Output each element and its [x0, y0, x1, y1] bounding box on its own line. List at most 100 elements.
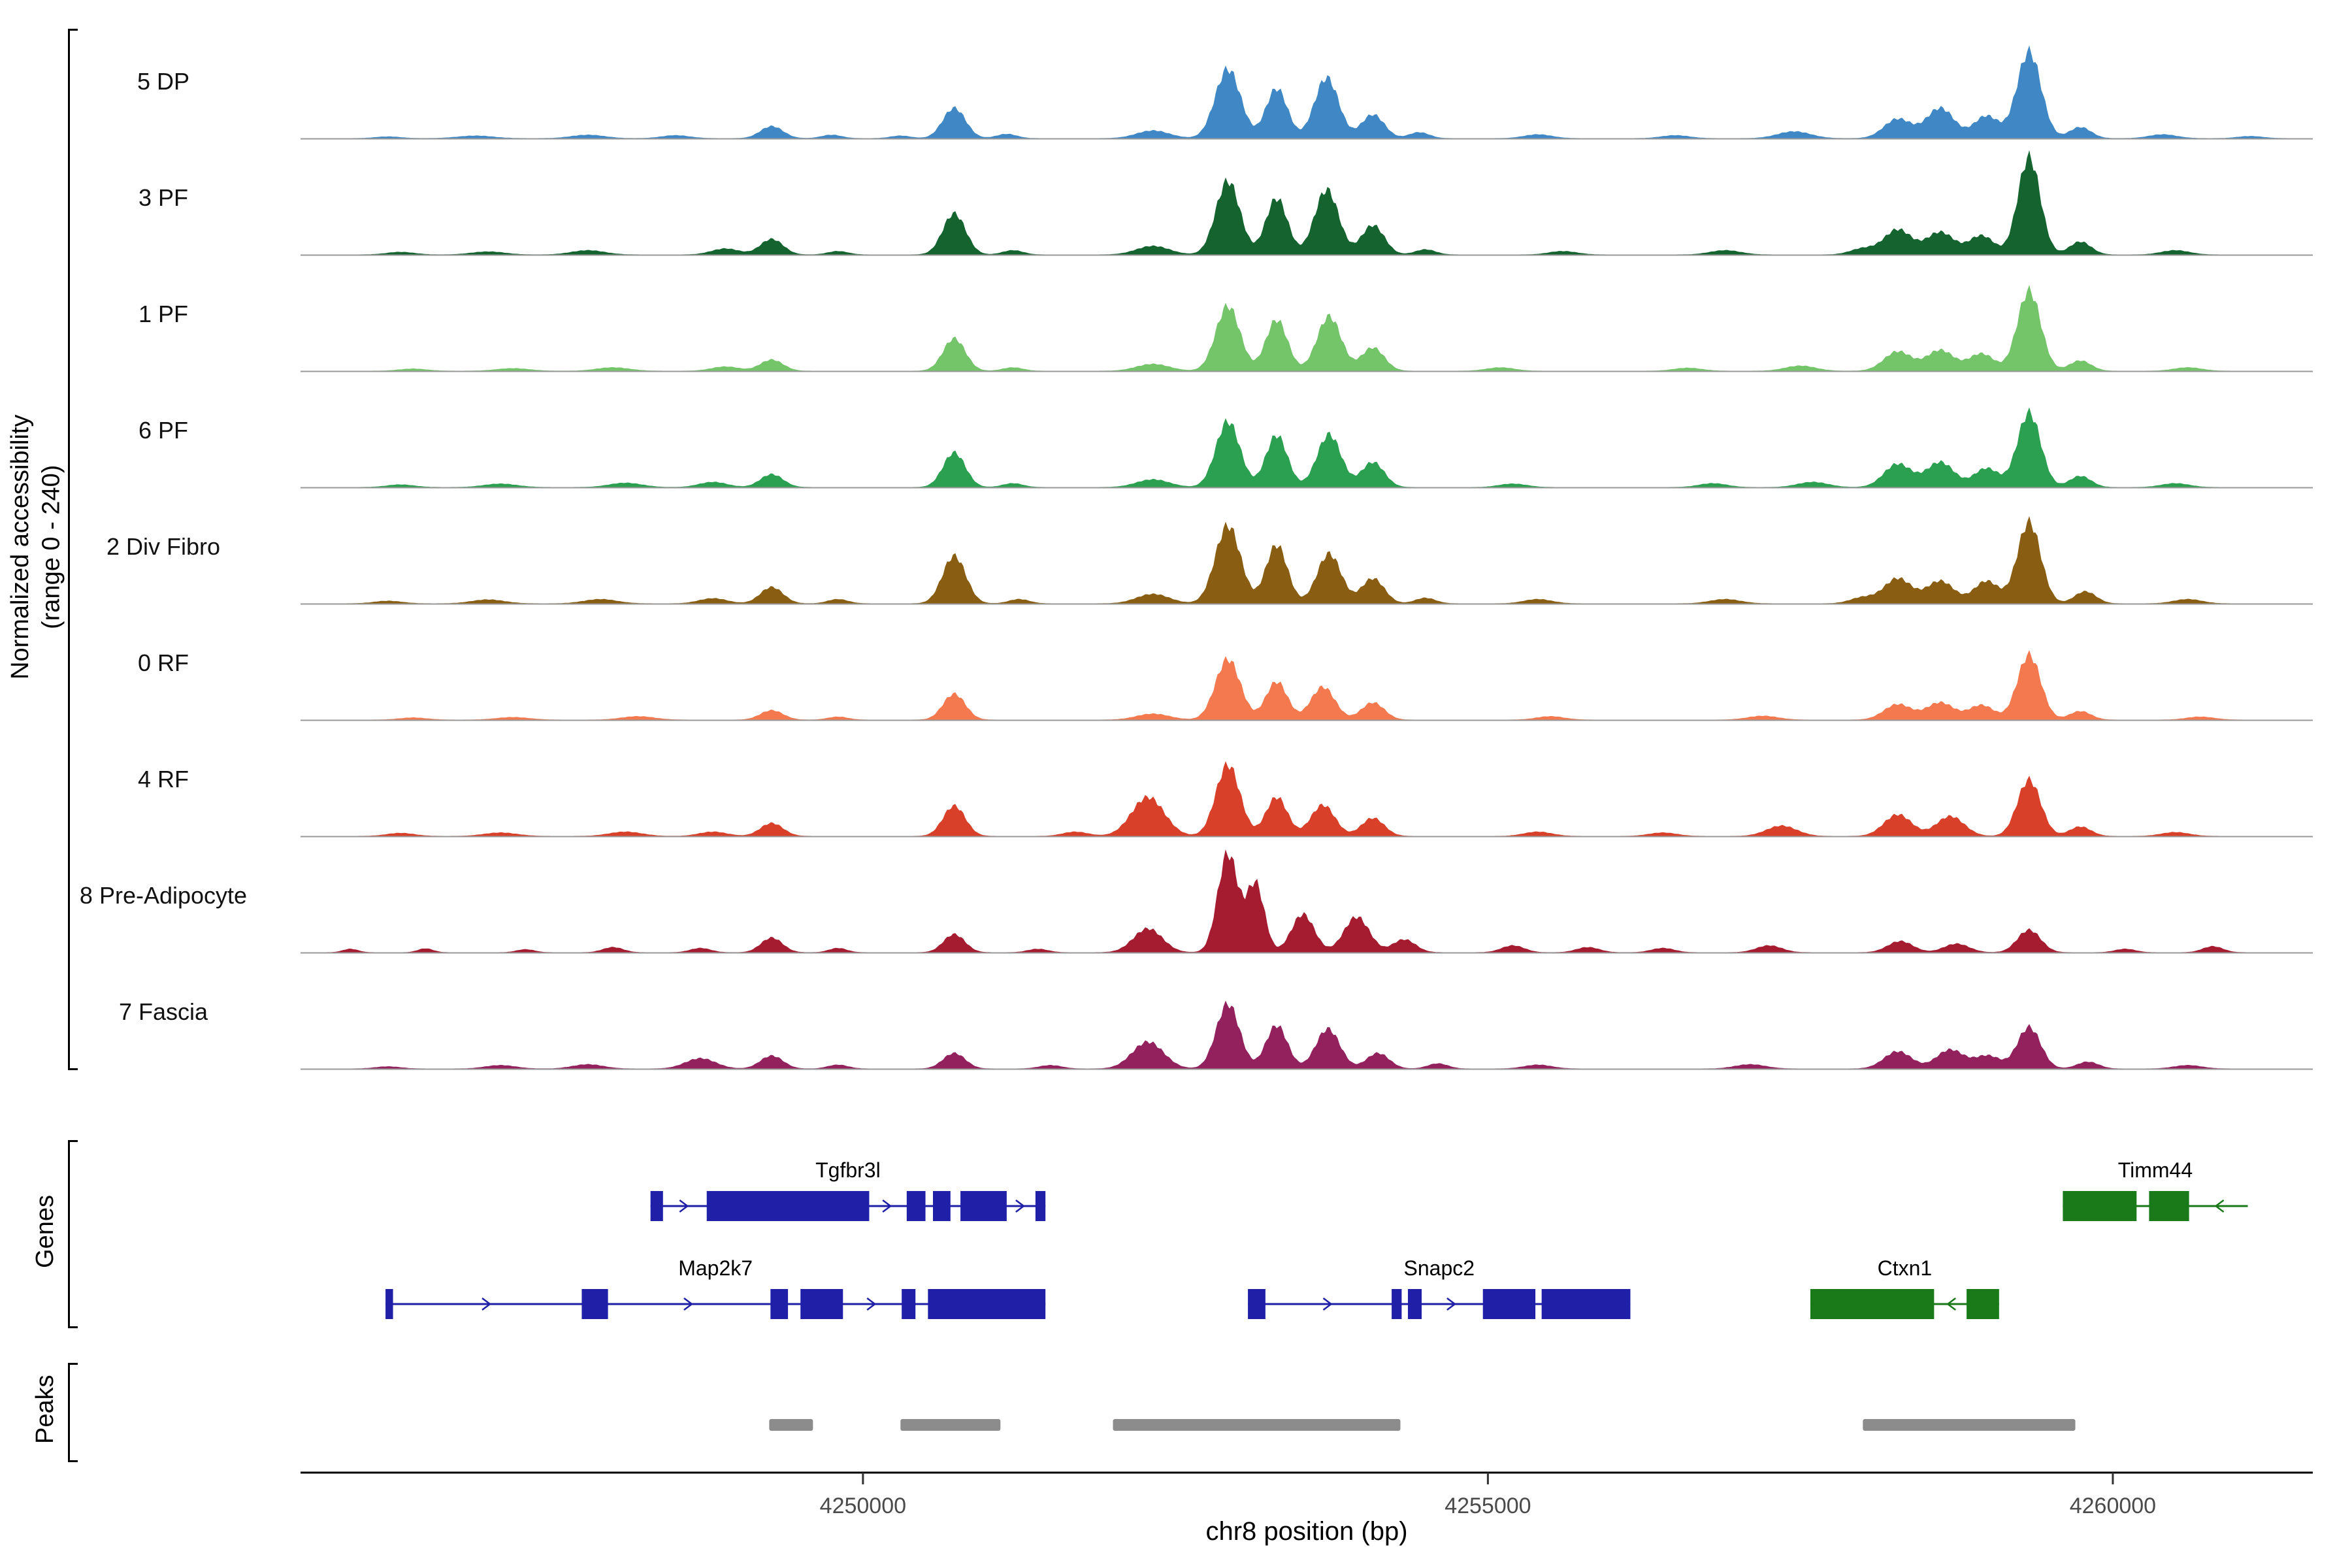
x-axis-tick-label: 4255000 — [1445, 1494, 1531, 1518]
peak-bar — [769, 1419, 813, 1431]
strand-arrow-icon — [1946, 1298, 1956, 1311]
coverage-svg-7-fascia — [301, 1000, 2313, 1070]
gene-name: Timm44 — [2118, 1158, 2193, 1182]
x-axis-tick-label: 4250000 — [820, 1494, 906, 1518]
gene-name: Ctxn1 — [1878, 1256, 1933, 1280]
genes-svg: Tgfbr3l Timm44 Map2k7 Snapc2 Ctxn1 — [385, 1158, 2248, 1319]
strand-arrow-icon — [1015, 1200, 1025, 1213]
peaks-svg — [769, 1419, 2076, 1431]
track-label-7-fascia: 7 Fascia — [118, 998, 208, 1025]
gene-exon — [2149, 1191, 2189, 1221]
peaks-track — [301, 1352, 2313, 1457]
track-row-7-fascia: 7 Fascia — [26, 954, 2313, 1070]
coverage-area-6-pf — [301, 407, 2313, 488]
coverage-area-7-fascia — [301, 1000, 2313, 1070]
x-axis-svg: 4250000 4255000 4260000 — [301, 1471, 2313, 1518]
track-row-2-div-fibro: 2 Div Fibro — [26, 489, 2313, 605]
gene-exon — [1035, 1191, 1046, 1221]
coverage-svg-3-pf — [301, 150, 2313, 256]
peak-bar — [1113, 1419, 1401, 1431]
genes-label-text: Genes — [31, 1195, 59, 1268]
gene-exon — [385, 1289, 393, 1319]
strand-arrow-icon — [2214, 1200, 2225, 1213]
strand-arrow-icon — [882, 1200, 892, 1213]
gene-tgfbr3l: Tgfbr3l — [650, 1158, 1046, 1221]
gene-exon — [770, 1289, 789, 1319]
coverage-svg-0-rf — [301, 649, 2313, 721]
gene-exon — [706, 1191, 870, 1221]
track-label-2-div-fibro: 2 Div Fibro — [106, 533, 221, 560]
strand-arrow-icon — [866, 1298, 877, 1311]
track-label-5-dp: 5 DP — [137, 68, 190, 95]
track-label-3-pf: 3 PF — [138, 184, 189, 211]
gene-exon — [1810, 1289, 1935, 1319]
gene-exon — [650, 1191, 663, 1221]
track-row-4-rf: 4 RF — [26, 721, 2313, 838]
x-axis-tick-label: 4260000 — [2070, 1494, 2156, 1518]
peaks-bracket — [68, 1363, 78, 1462]
gene-snapc2: Snapc2 — [1248, 1256, 1631, 1319]
gene-name: Tgfbr3l — [815, 1158, 881, 1182]
track-label-4-rf: 4 RF — [137, 766, 189, 792]
gene-exon — [960, 1191, 1007, 1221]
gene-exon — [928, 1289, 1046, 1319]
coverage-svg-4-rf — [301, 760, 2313, 838]
coverage-svg-6-pf — [301, 407, 2313, 489]
gene-exon — [1541, 1289, 1631, 1319]
peak-bar — [1863, 1419, 2076, 1431]
track-label-1-pf: 1 PF — [138, 301, 189, 327]
track-row-3-pf: 3 PF — [26, 140, 2313, 256]
coverage-area-2-div-fibro — [301, 515, 2313, 604]
x-axis: 4250000 4255000 4260000 — [301, 1471, 2313, 1537]
genes-bracket — [68, 1140, 78, 1328]
strand-arrow-icon — [683, 1298, 694, 1311]
gene-name: Map2k7 — [678, 1256, 753, 1280]
coverage-area-1-pf — [301, 285, 2313, 372]
genes-axis-label: Genes — [30, 1137, 61, 1326]
peak-bar — [900, 1419, 1001, 1431]
gene-exon — [1407, 1289, 1422, 1319]
gene-ctxn1: Ctxn1 — [1810, 1256, 1999, 1319]
track-row-1-pf: 1 PF — [26, 256, 2313, 372]
track-label-8-pre-adipocyte: 8 Pre-Adipocyte — [79, 882, 248, 909]
coverage-svg-5-dp — [301, 45, 2313, 140]
strand-arrow-icon — [1322, 1298, 1333, 1311]
accessibility-bracket — [68, 29, 78, 1070]
genes-track: Tgfbr3l Timm44 Map2k7 Snapc2 Ctxn1 — [301, 1122, 2313, 1338]
track-row-6-pf: 6 PF — [26, 372, 2313, 489]
coverage-svg-2-div-fibro — [301, 515, 2313, 605]
strand-arrow-icon — [1446, 1298, 1456, 1311]
coverage-svg-1-pf — [301, 285, 2313, 372]
coverage-area-8-pre-adipocyte — [301, 849, 2313, 953]
track-row-5-dp: 5 DP — [26, 24, 2313, 140]
gene-exon — [800, 1289, 843, 1319]
gene-exon — [933, 1191, 951, 1221]
track-row-0-rf: 0 RF — [26, 605, 2313, 721]
coverage-svg-8-pre-adipocyte — [301, 849, 2313, 954]
coverage-tracks: 5 DP 3 PF 1 PF 6 PF 2 Div Fibro 0 RF 4 RF 8 Pre… — [26, 24, 2313, 1070]
coverage-area-3-pf — [301, 150, 2313, 255]
gene-exon — [581, 1289, 608, 1319]
gene-exon — [902, 1289, 916, 1319]
coverage-area-0-rf — [301, 649, 2313, 721]
track-label-6-pf: 6 PF — [138, 417, 189, 444]
coverage-area-5-dp — [301, 45, 2313, 139]
coverage-area-4-rf — [301, 760, 2313, 837]
peaks-axis-label: Peaks — [30, 1360, 61, 1458]
gene-map2k7: Map2k7 — [385, 1256, 1046, 1319]
x-axis-title: chr8 position (bp) — [1205, 1517, 1408, 1546]
gene-exon — [1967, 1289, 1999, 1319]
gene-exon — [906, 1191, 926, 1221]
gene-timm44: Timm44 — [2063, 1158, 2248, 1221]
gene-name: Snapc2 — [1404, 1256, 1475, 1280]
track-label-0-rf: 0 RF — [137, 649, 189, 676]
gene-exon — [2063, 1191, 2137, 1221]
peaks-label-text: Peaks — [31, 1375, 59, 1444]
gene-exon — [1392, 1289, 1402, 1319]
strand-arrow-icon — [679, 1200, 689, 1213]
track-row-8-pre-adipocyte: 8 Pre-Adipocyte — [26, 838, 2313, 954]
gene-exon — [1248, 1289, 1266, 1319]
gene-exon — [1482, 1289, 1536, 1319]
strand-arrow-icon — [482, 1298, 492, 1311]
